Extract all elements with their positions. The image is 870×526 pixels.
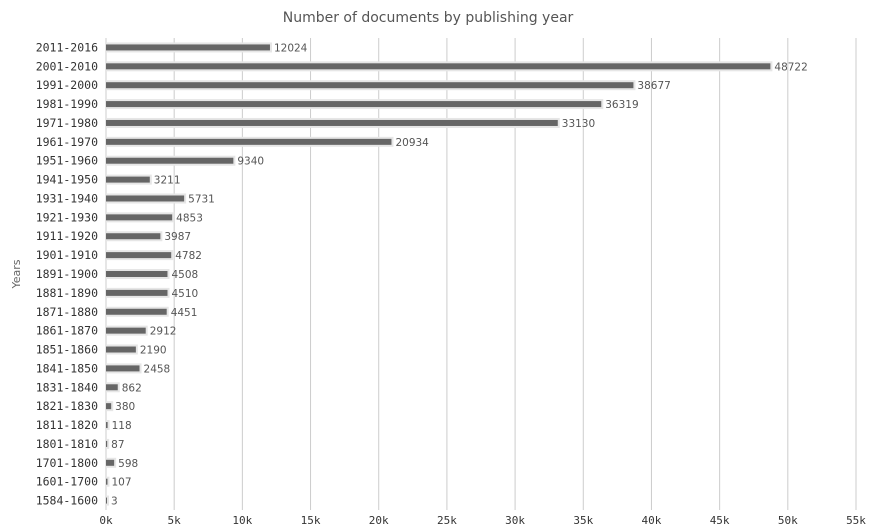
category-label: 1921-1930 <box>36 210 98 224</box>
x-tick-label: 10k <box>232 514 252 526</box>
bar <box>106 384 118 391</box>
bar <box>106 327 146 334</box>
category-labels: 2011-2016 2001-2010 1991-2000 1981-1990 1971… <box>36 40 98 507</box>
x-tick-labels: 0k 5k 10k 15k 20k 25k 30k 35k 40k 45k 50k 55k <box>99 514 866 526</box>
category-label: 1911-1920 <box>36 229 98 243</box>
bar <box>106 497 107 504</box>
bar <box>106 459 115 466</box>
value-label: 4508 <box>171 269 198 281</box>
value-label: 4451 <box>171 307 198 319</box>
x-tick-label: 25k <box>437 514 457 526</box>
x-tick-label: 35k <box>573 514 593 526</box>
bar <box>106 44 270 51</box>
bar <box>106 233 161 240</box>
value-label: 2190 <box>140 345 167 357</box>
value-label: 107 <box>111 477 131 489</box>
value-label: 4510 <box>172 288 199 300</box>
category-label: 1961-1970 <box>36 135 98 149</box>
category-label: 2011-2016 <box>36 40 98 54</box>
x-tick-label: 50k <box>778 514 798 526</box>
category-label: 2001-2010 <box>36 59 98 73</box>
bar <box>106 308 167 315</box>
chart-title: Number of documents by publishing year <box>283 10 574 26</box>
category-label: 1901-1910 <box>36 248 98 262</box>
category-label: 1801-1810 <box>36 437 98 451</box>
value-label: 9340 <box>237 156 264 168</box>
category-label: 1831-1840 <box>36 380 98 394</box>
x-tick-label: 15k <box>301 514 321 526</box>
bar <box>106 346 136 353</box>
bar <box>106 119 558 126</box>
value-labels: 12024 48722 38677 36319 33130 20934 9340 3211 57… <box>111 42 808 507</box>
value-label: 4853 <box>176 212 203 224</box>
bar <box>106 138 392 145</box>
value-label: 3987 <box>164 231 191 243</box>
value-label: 3211 <box>154 175 181 187</box>
bar <box>106 289 168 296</box>
bar-shadow <box>106 476 110 487</box>
bar <box>106 195 185 202</box>
value-label: 4782 <box>175 250 202 262</box>
category-label: 1971-1980 <box>36 116 98 130</box>
bar <box>106 176 150 183</box>
bar <box>106 101 602 108</box>
value-label: 862 <box>122 382 142 394</box>
category-label: 1881-1890 <box>36 286 98 300</box>
value-label: 5731 <box>188 193 215 205</box>
x-tick-label: 55k <box>846 514 866 526</box>
category-label: 1584-1600 <box>36 494 98 508</box>
value-label: 36319 <box>605 99 638 111</box>
bar <box>106 82 634 89</box>
bar <box>106 271 168 277</box>
category-label: 1891-1900 <box>36 267 98 281</box>
bar <box>106 440 108 447</box>
bar-shadow <box>106 420 110 431</box>
category-label: 1841-1850 <box>36 361 98 375</box>
category-label: 1981-1990 <box>36 97 98 111</box>
x-tick-label: 30k <box>505 514 525 526</box>
category-label: 1851-1860 <box>36 343 98 357</box>
category-label: 1861-1870 <box>36 324 98 338</box>
bar <box>106 365 140 372</box>
category-label: 1701-1800 <box>36 456 98 470</box>
category-label: 1991-2000 <box>36 78 98 92</box>
bar <box>106 252 172 259</box>
value-label: 48722 <box>774 61 807 73</box>
value-label: 118 <box>112 420 132 432</box>
category-label: 1811-1820 <box>36 418 98 432</box>
x-tick-label: 0k <box>99 514 113 526</box>
bar <box>106 403 112 410</box>
category-label: 1951-1960 <box>36 154 98 168</box>
value-label: 38677 <box>637 80 670 92</box>
bar-shadow <box>106 438 110 449</box>
bar <box>106 214 173 221</box>
bar <box>106 422 108 429</box>
y-axis-label: Years <box>10 259 23 289</box>
value-label: 380 <box>115 401 135 413</box>
value-label: 2458 <box>144 363 171 375</box>
value-label: 33130 <box>562 118 595 130</box>
value-label: 12024 <box>274 42 308 54</box>
value-label: 87 <box>111 439 124 451</box>
bar <box>106 63 771 70</box>
bar <box>106 157 234 164</box>
x-tick-label: 45k <box>710 514 730 526</box>
category-label: 1601-1700 <box>36 475 98 489</box>
x-tick-label: 40k <box>642 514 662 526</box>
bar-shadow <box>106 495 109 506</box>
category-label: 1931-1940 <box>36 191 98 205</box>
category-label: 1941-1950 <box>36 173 98 187</box>
gridlines <box>105 38 857 510</box>
value-label: 598 <box>118 458 138 470</box>
bars <box>106 42 773 506</box>
category-label: 1821-1830 <box>36 399 98 413</box>
value-label: 2912 <box>150 326 177 338</box>
value-label: 3 <box>111 496 118 508</box>
category-label: 1871-1880 <box>36 305 98 319</box>
bar <box>106 478 108 485</box>
x-tick-label: 20k <box>369 514 389 526</box>
x-tick-label: 5k <box>168 514 182 526</box>
value-label: 20934 <box>395 137 429 149</box>
